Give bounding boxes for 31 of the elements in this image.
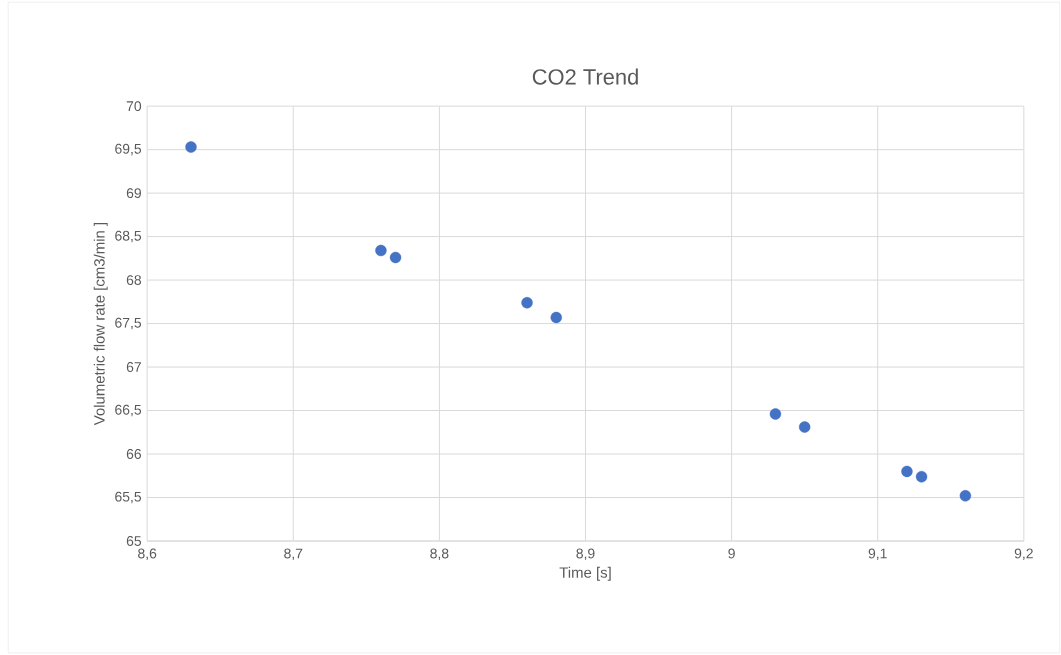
x-tick-label: 9,2 — [1014, 548, 1033, 560]
point — [798, 421, 811, 433]
y-tick-label: 66,5 — [115, 404, 142, 417]
y-axis-title: Volumetric flow rate [cm3/min ] — [93, 222, 108, 426]
point — [915, 470, 928, 483]
y-tick-label: 68,5 — [115, 230, 142, 243]
point — [521, 296, 533, 309]
x-tick-label: 9 — [728, 548, 735, 559]
y-tick-label: 69,5 — [115, 143, 142, 156]
y-tick-label: 66 — [126, 449, 142, 459]
y-tick-label: 65 — [126, 535, 142, 546]
point — [959, 490, 972, 502]
x-axis-title: Time [s] — [559, 566, 611, 581]
point — [769, 408, 782, 420]
x-tick-label: 8,6 — [138, 548, 157, 560]
x-tick-label: 9,1 — [868, 548, 887, 560]
y-tick-label: 65,5 — [115, 491, 142, 504]
x-tick-label: 8,7 — [284, 548, 303, 560]
x-tick-label: 8,9 — [576, 548, 595, 560]
point — [550, 311, 562, 324]
y-tick-label: 70 — [126, 101, 142, 112]
point — [389, 251, 402, 264]
point — [185, 141, 197, 153]
point — [901, 465, 913, 478]
y-tick-label: 68 — [126, 275, 142, 285]
chart-title: CO2 Trend — [532, 68, 638, 85]
y-tick-label: 67,5 — [115, 317, 142, 330]
y-tick-label: 67 — [126, 362, 141, 372]
y-tick-label: 69 — [126, 188, 141, 198]
x-tick-label: 8,8 — [430, 548, 449, 560]
point — [375, 244, 387, 257]
